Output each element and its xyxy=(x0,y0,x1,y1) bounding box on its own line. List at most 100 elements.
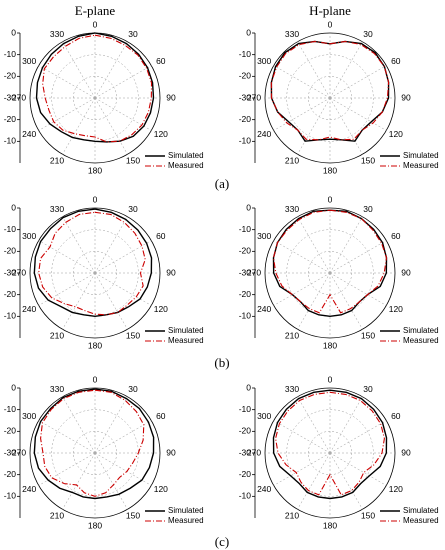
grid-spoke xyxy=(273,97,331,131)
y-tick-label: 0 xyxy=(11,202,16,212)
series-line xyxy=(33,208,153,318)
y-tick-label: 0 xyxy=(11,27,16,37)
y-tick-label: -10 xyxy=(4,404,17,414)
angle-label: 0 xyxy=(93,374,98,384)
angle-label: 120 xyxy=(389,304,403,314)
y-tick-label: 0 xyxy=(246,202,251,212)
y-tick-label: -30 xyxy=(4,92,17,102)
angle-label: 90 xyxy=(401,447,411,457)
series-line xyxy=(272,209,388,314)
grid-spoke xyxy=(273,452,331,486)
grid-spoke xyxy=(273,65,331,99)
angle-label: 330 xyxy=(50,384,64,394)
angle-label: 30 xyxy=(363,204,373,214)
grid-spoke xyxy=(297,396,331,454)
angle-label: 300 xyxy=(22,56,36,66)
angle-label: 30 xyxy=(128,29,138,39)
grid-circle xyxy=(286,54,374,142)
angle-label: 30 xyxy=(363,384,373,394)
grid-spoke xyxy=(297,216,331,274)
grid-spoke xyxy=(94,452,128,510)
angle-label: 0 xyxy=(328,19,333,29)
grid-spoke xyxy=(329,272,387,306)
angle-label: 180 xyxy=(323,165,337,175)
angle-label: 330 xyxy=(50,29,64,39)
angle-label: 150 xyxy=(361,510,375,520)
grid-spoke xyxy=(94,240,152,274)
grid-spoke xyxy=(94,452,152,486)
grid-spoke xyxy=(273,420,331,454)
angle-label: 180 xyxy=(88,520,102,530)
y-tick-label: 0 xyxy=(11,382,16,392)
grid-spoke xyxy=(329,216,363,274)
grid-spoke xyxy=(94,65,152,99)
angle-label: 180 xyxy=(323,520,337,530)
y-tick-label: -10 xyxy=(239,49,252,59)
angle-label: 120 xyxy=(389,484,403,494)
angle-label: 30 xyxy=(128,204,138,214)
panel-label: (b) xyxy=(214,355,229,370)
angle-label: 60 xyxy=(156,411,166,421)
y-tick-label: -10 xyxy=(239,311,252,321)
y-tick-label: -20 xyxy=(239,246,252,256)
angle-label: 0 xyxy=(93,19,98,29)
angle-label: 270 xyxy=(247,267,261,277)
legend-label: Measured xyxy=(168,161,204,170)
grid-spoke xyxy=(329,240,387,274)
grid-spoke xyxy=(62,452,96,510)
angle-label: 210 xyxy=(50,510,64,520)
y-tick-label: -10 xyxy=(239,404,252,414)
series-line xyxy=(275,391,385,496)
y-tick-label: -10 xyxy=(4,49,17,59)
grid-spoke xyxy=(329,41,363,99)
grid-spoke xyxy=(62,216,96,274)
grid-spoke xyxy=(38,65,96,99)
y-tick-label: -20 xyxy=(4,114,17,124)
angle-label: 240 xyxy=(22,129,36,139)
angle-label: 30 xyxy=(128,384,138,394)
grid-spoke xyxy=(94,97,128,155)
grid-spoke xyxy=(329,65,387,99)
angle-label: 120 xyxy=(154,304,168,314)
angle-label: 300 xyxy=(22,231,36,241)
angle-label: 300 xyxy=(257,411,271,421)
panel-label: (c) xyxy=(215,534,229,549)
grid-spoke xyxy=(329,97,387,131)
angle-label: 0 xyxy=(328,194,333,204)
angle-label: 240 xyxy=(257,484,271,494)
grid-spoke xyxy=(62,396,96,454)
angle-label: 90 xyxy=(401,267,411,277)
y-tick-label: 0 xyxy=(246,382,251,392)
angle-label: 60 xyxy=(391,56,401,66)
grid-spoke xyxy=(329,452,363,510)
y-tick-label: -30 xyxy=(239,447,252,457)
legend-label: Simulated xyxy=(403,151,439,160)
y-tick-label: -10 xyxy=(4,491,17,501)
legend-label: Simulated xyxy=(403,326,439,335)
y-tick-label: -30 xyxy=(4,267,17,277)
grid-spoke xyxy=(297,41,331,99)
series-line xyxy=(272,389,388,500)
grid-spoke xyxy=(62,97,96,155)
grid-spoke xyxy=(38,420,96,454)
y-tick-label: -30 xyxy=(239,92,252,102)
angle-label: 60 xyxy=(156,231,166,241)
angle-label: 330 xyxy=(285,384,299,394)
grid-spoke xyxy=(297,452,331,510)
grid-spoke xyxy=(329,272,363,330)
angle-label: 210 xyxy=(285,330,299,340)
legend-label: Simulated xyxy=(168,506,204,515)
grid-spoke xyxy=(94,396,128,454)
grid-spoke xyxy=(38,272,96,306)
angle-label: 210 xyxy=(285,510,299,520)
series-line xyxy=(42,34,153,143)
y-tick-label: -20 xyxy=(239,289,252,299)
angle-label: 180 xyxy=(88,340,102,350)
grid-spoke xyxy=(273,240,331,274)
angle-label: 270 xyxy=(247,447,261,457)
legend-label: Measured xyxy=(403,336,439,345)
grid-spoke xyxy=(94,272,152,306)
angle-label: 240 xyxy=(257,129,271,139)
angle-label: 330 xyxy=(50,204,64,214)
